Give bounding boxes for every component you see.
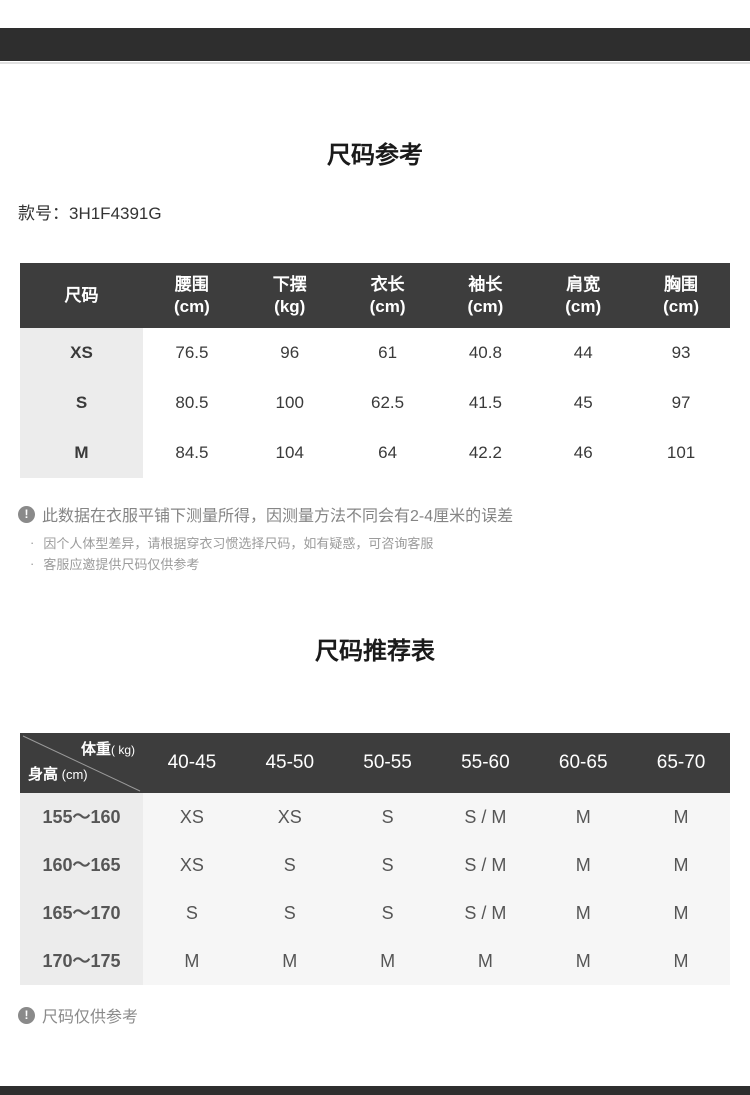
table-cell: XS	[179, 806, 204, 827]
table-cell: M	[673, 902, 689, 923]
alert-icon: !	[18, 505, 35, 523]
table-cell: M	[575, 902, 591, 923]
table-cell: M	[575, 806, 591, 827]
table-cell: S	[283, 902, 296, 923]
header-corner-cell: 体重( kg) 身高 (cm)	[20, 733, 143, 793]
header-cell-sleeve: 袖长 (cm)	[467, 275, 504, 316]
diagonal-line	[22, 735, 141, 792]
measurement-note: ! 此数据在衣服平铺下测量所得，因测量方法不同会有2-4厘米的误差	[18, 502, 513, 526]
table-cell: XS	[277, 806, 302, 827]
header-cell-bust: 胸围 (cm)	[663, 275, 699, 316]
size-footnote: ! 尺码仅供参考	[18, 1003, 138, 1027]
height-label: 155～160	[20, 793, 143, 841]
table-cell: 100	[275, 393, 304, 413]
top-dark-band	[0, 28, 750, 61]
table-cell: 97	[671, 393, 691, 413]
table-cell: 61	[378, 343, 398, 363]
weight-column-header: 40-45	[167, 752, 217, 774]
table-cell: M	[673, 806, 689, 827]
table-cell: M	[673, 950, 689, 971]
header-cell-size: 尺码	[20, 263, 143, 328]
size-recommendation-table: 体重( kg) 身高 (cm) 40-45 45-50 50-55 55-60 …	[20, 733, 730, 985]
weight-axis-label: 体重( kg)	[80, 741, 135, 758]
table-cell: 101	[666, 443, 696, 463]
table-cell: S / M	[464, 902, 507, 923]
size-reference-title: 尺码参考	[327, 142, 423, 169]
table-cell: S	[185, 902, 198, 923]
table-cell: S / M	[464, 854, 507, 875]
header-cell-length: 衣长 (cm)	[369, 275, 406, 316]
table-cell: 45	[573, 393, 593, 413]
table-cell: 80.5	[175, 393, 209, 413]
table-cell: 104	[275, 443, 304, 463]
top-divider-line	[0, 62, 750, 64]
table-cell: 64	[378, 443, 398, 463]
style-number: 款号：3H1F4391G	[18, 204, 162, 223]
size-recommendation-title: 尺码推荐表	[315, 638, 435, 665]
table-cell: S	[283, 854, 296, 875]
table-cell: 93	[671, 343, 691, 363]
table-cell: 62.5	[371, 393, 405, 413]
table-cell: S	[381, 854, 394, 875]
size-label: XS	[20, 328, 143, 378]
sub-note-1: · 因个人体型差异，请根据穿衣习惯选择尺码，如有疑惑，可咨询客服	[30, 535, 434, 551]
weight-column-header: 45-50	[265, 752, 315, 774]
measurement-note-text: 此数据在衣服平铺下测量所得，因测量方法不同会有2-4厘米的误差	[42, 508, 514, 525]
table-cell: M	[184, 950, 200, 971]
bullet: ·	[30, 556, 35, 571]
table-cell: 96	[280, 343, 300, 363]
table-cell: M	[575, 854, 591, 875]
table-cell: XS	[179, 854, 204, 875]
table-cell: S	[381, 806, 394, 827]
weight-column-header: 50-55	[363, 752, 412, 774]
table-cell: M	[673, 854, 689, 875]
height-label: 170～175	[20, 937, 143, 985]
table-cell: M	[575, 950, 591, 971]
header-cell-waist: 腰围 (cm)	[173, 275, 210, 316]
table-cell: M	[282, 950, 298, 971]
height-label: 165～170	[20, 889, 143, 937]
height-row-155-160: 155～160 XS XS S S / M M M	[20, 793, 730, 841]
table-cell: 46	[573, 443, 593, 463]
size-label: S	[20, 378, 143, 428]
height-row-170-175: 170～175 M M M M M M	[20, 937, 730, 985]
table-cell: 40.8	[468, 343, 502, 363]
height-row-160-165: 160～165 XS S S S / M M M	[20, 841, 730, 889]
alert-icon: !	[18, 1006, 35, 1024]
weight-column-header: 65-70	[656, 752, 706, 774]
table-cell: 84.5	[175, 443, 209, 463]
size-reference-table: 尺码 腰围 (cm) 下摆 (kg) 衣长 (cm) 袖长 (cm) 肩宽 (c…	[20, 263, 730, 478]
table-cell: M	[477, 950, 493, 971]
size-label: M	[20, 428, 143, 478]
table-cell: M	[380, 950, 396, 971]
size-row-m: M 84.5 104 64 42.2 46 101	[20, 428, 730, 478]
height-axis-label: 身高 (cm)	[28, 766, 88, 784]
header-cell-shoulder: 肩宽 (cm)	[565, 275, 602, 316]
recommendation-header-row: 体重( kg) 身高 (cm) 40-45 45-50 50-55 55-60 …	[20, 733, 730, 793]
table-cell: 42.2	[468, 443, 502, 463]
size-footnote-text: 尺码仅供参考	[42, 1009, 139, 1026]
table-cell: S	[381, 902, 394, 923]
weight-column-header: 55-60	[461, 752, 510, 774]
table-cell: 44	[573, 343, 593, 363]
table-cell: 41.5	[468, 393, 502, 413]
bottom-dark-band	[0, 1086, 750, 1095]
header-size-label: 尺码	[64, 285, 99, 305]
size-row-xs: XS 76.5 96 61 40.8 44 93	[20, 328, 730, 378]
size-row-s: S 80.5 100 62.5 41.5 45 97	[20, 378, 730, 428]
height-label: 160～165	[20, 841, 143, 889]
size-table-header-row: 尺码 腰围 (cm) 下摆 (kg) 衣长 (cm) 袖长 (cm) 肩宽 (c…	[20, 263, 730, 328]
table-cell: 76.5	[175, 343, 209, 363]
height-row-165-170: 165～170 S S S S / M M M	[20, 889, 730, 937]
header-cell-hem: 下摆 (kg)	[272, 275, 307, 316]
sub-note-2: · 客服应邀提供尺码仅供参考	[30, 556, 200, 572]
weight-column-header: 60-65	[558, 752, 608, 774]
table-cell: S / M	[464, 806, 507, 827]
bullet: ·	[30, 535, 35, 550]
